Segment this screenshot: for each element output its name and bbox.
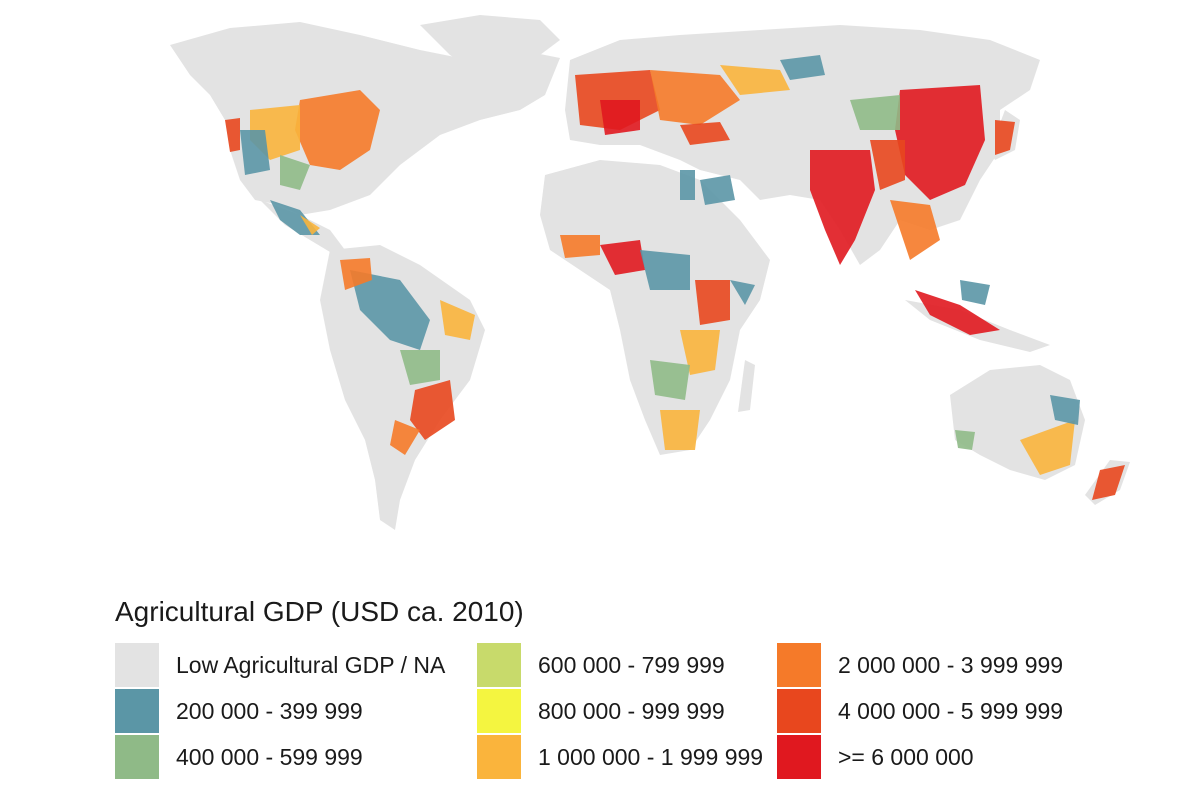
legend-item-400k: 400 000 - 599 999	[115, 734, 477, 780]
legend-swatch	[777, 689, 821, 733]
legend-title: Agricultural GDP (USD ca. 2010)	[115, 596, 524, 627]
legend-swatch	[477, 643, 521, 687]
legend-swatch	[115, 735, 159, 779]
legend-swatch	[777, 643, 821, 687]
legend-item-1m: 1 000 000 - 1 999 999	[477, 734, 777, 780]
africa	[540, 160, 770, 455]
legend-label: 2 000 000 - 3 999 999	[838, 651, 1064, 678]
legend: Low Agricultural GDP / NA 200 000 - 399 …	[115, 642, 1077, 780]
legend-item-4m: 4 000 000 - 5 999 999	[777, 688, 1077, 734]
legend-item-200k: 200 000 - 399 999	[115, 688, 477, 734]
legend-item-low: Low Agricultural GDP / NA	[115, 642, 477, 688]
legend-label: 200 000 - 399 999	[176, 697, 363, 724]
greenland	[420, 15, 560, 75]
legend-item-800k: 800 000 - 999 999	[477, 688, 777, 734]
legend-label: 800 000 - 999 999	[538, 697, 725, 724]
legend-label: 400 000 - 599 999	[176, 743, 363, 770]
legend-label: Low Agricultural GDP / NA	[176, 651, 446, 678]
legend-swatch	[477, 689, 521, 733]
legend-item-2m: 2 000 000 - 3 999 999	[777, 642, 1077, 688]
legend-item-600k: 600 000 - 799 999	[477, 642, 777, 688]
legend-label: 4 000 000 - 5 999 999	[838, 697, 1064, 724]
legend-swatch	[777, 735, 821, 779]
legend-swatch	[115, 689, 159, 733]
world-map	[170, 15, 1130, 530]
legend-item-6m: >= 6 000 000	[777, 734, 1077, 780]
madagascar	[738, 360, 755, 412]
agricultural-gdp-overlay	[225, 55, 1125, 500]
legend-label: 1 000 000 - 1 999 999	[538, 743, 764, 770]
legend-label: 600 000 - 799 999	[538, 651, 725, 678]
legend-swatch	[115, 643, 159, 687]
legend-label: >= 6 000 000	[838, 743, 974, 770]
legend-swatch	[477, 735, 521, 779]
